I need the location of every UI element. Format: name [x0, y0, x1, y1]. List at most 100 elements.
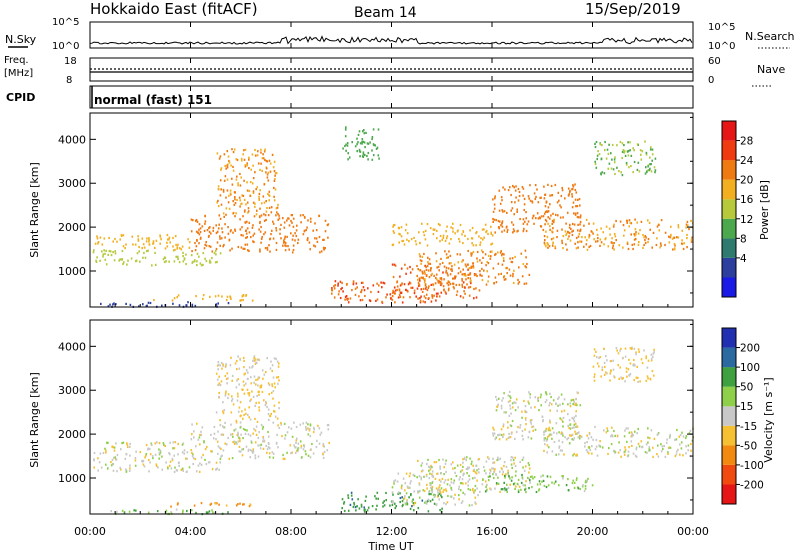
- velocity-cell: [528, 464, 530, 467]
- velocity-cell: [252, 359, 254, 362]
- velocity-cell: [425, 473, 428, 476]
- power-cell: [391, 295, 394, 298]
- power-cell: [581, 236, 583, 239]
- velocity-region: [170, 502, 252, 508]
- power-cell: [414, 240, 417, 243]
- velocity-cell: [222, 449, 225, 452]
- power-cell: [649, 156, 651, 159]
- velocity-cell: [402, 503, 404, 506]
- velocity-cell: [215, 372, 218, 375]
- power-cell: [611, 237, 613, 240]
- power-cell: [348, 156, 351, 159]
- power-cell: [187, 301, 189, 304]
- power-cell: [284, 249, 287, 252]
- velocity-cell: [216, 502, 218, 505]
- velocity-cell: [421, 499, 424, 502]
- power-cell: [600, 241, 603, 244]
- velocity-cell: [230, 423, 232, 426]
- power-cell: [273, 195, 275, 198]
- power-cell: [263, 150, 266, 153]
- power-cell: [177, 294, 180, 297]
- power-cell: [509, 274, 512, 277]
- velocity-cell: [489, 475, 491, 478]
- power-cell: [498, 189, 501, 192]
- velocity-cell: [266, 451, 268, 454]
- velocity-cell: [650, 429, 653, 432]
- velocity-cell: [135, 450, 137, 453]
- velocity-cell: [675, 453, 678, 456]
- power-cell: [355, 282, 358, 285]
- velocity-cell: [603, 347, 605, 350]
- velocity-cell: [633, 358, 635, 362]
- power-cell: [341, 286, 343, 290]
- power-cell: [482, 256, 484, 259]
- velocity-cell: [517, 406, 519, 409]
- velocity-cell: [614, 451, 616, 454]
- power-cell: [523, 197, 526, 200]
- power-cell: [334, 280, 337, 283]
- power-cell: [577, 198, 579, 201]
- velocity-cell: [255, 383, 257, 386]
- cpid-label: CPID: [6, 91, 35, 104]
- power-cell: [575, 236, 578, 240]
- power-cell: [544, 239, 546, 242]
- velocity-cell: [123, 511, 126, 514]
- velocity-cell: [115, 458, 118, 461]
- velocity-cell: [639, 380, 641, 383]
- velocity-cell: [539, 396, 542, 399]
- velocity-cell: [586, 434, 588, 437]
- power-cell: [103, 237, 106, 240]
- velocity-cell: [611, 434, 613, 437]
- power-cell: [636, 143, 639, 146]
- power-cell: [216, 260, 218, 264]
- power-cell: [345, 126, 347, 129]
- power-cell: [526, 262, 528, 266]
- velocity-cell: [162, 442, 165, 445]
- power-cell: [439, 277, 442, 280]
- power-cell: [506, 272, 508, 275]
- velocity-cell: [258, 393, 260, 396]
- power-cell: [232, 169, 235, 172]
- velocity-cell: [307, 427, 309, 430]
- power-cell: [552, 237, 555, 240]
- power-cell: [491, 234, 494, 237]
- velocity-cell: [668, 436, 671, 439]
- velocity-cell: [341, 498, 344, 501]
- velocity-cell: [238, 436, 240, 439]
- power-cell: [221, 295, 223, 298]
- power-cell: [458, 237, 460, 241]
- velocity-cell: [440, 487, 443, 490]
- power-cell: [596, 157, 598, 161]
- velocity-cell: [689, 429, 692, 432]
- power-cell: [431, 272, 433, 275]
- power-cell: [425, 293, 428, 296]
- velocity-cell: [517, 426, 519, 429]
- power-cell: [673, 236, 676, 239]
- velocity-cell: [111, 445, 114, 449]
- power-cell: [245, 229, 247, 232]
- power-cell: [372, 284, 375, 287]
- velocity-cell: [544, 430, 546, 433]
- velocity-cell: [221, 367, 223, 370]
- velocity-cell: [513, 482, 516, 485]
- power-cell: [472, 250, 475, 254]
- power-cell: [169, 241, 171, 244]
- velocity-cell: [364, 499, 367, 502]
- velocity-cell: [215, 438, 217, 441]
- power-cell: [230, 164, 232, 167]
- velocity-cell: [540, 404, 542, 407]
- velocity-cell: [439, 491, 442, 494]
- power-cell: [191, 303, 194, 306]
- power-cell: [475, 244, 477, 247]
- power-cell: [686, 237, 688, 240]
- velocity-cell: [459, 476, 461, 479]
- power-cell: [410, 238, 413, 241]
- velocity-cell: [452, 467, 454, 470]
- velocity-cell: [252, 365, 254, 368]
- velocity-cell: [610, 443, 613, 446]
- power-cell: [485, 231, 487, 234]
- power-cell: [283, 221, 286, 224]
- power-cell: [148, 237, 150, 240]
- power-cell: [151, 264, 153, 267]
- power-cell: [235, 158, 238, 161]
